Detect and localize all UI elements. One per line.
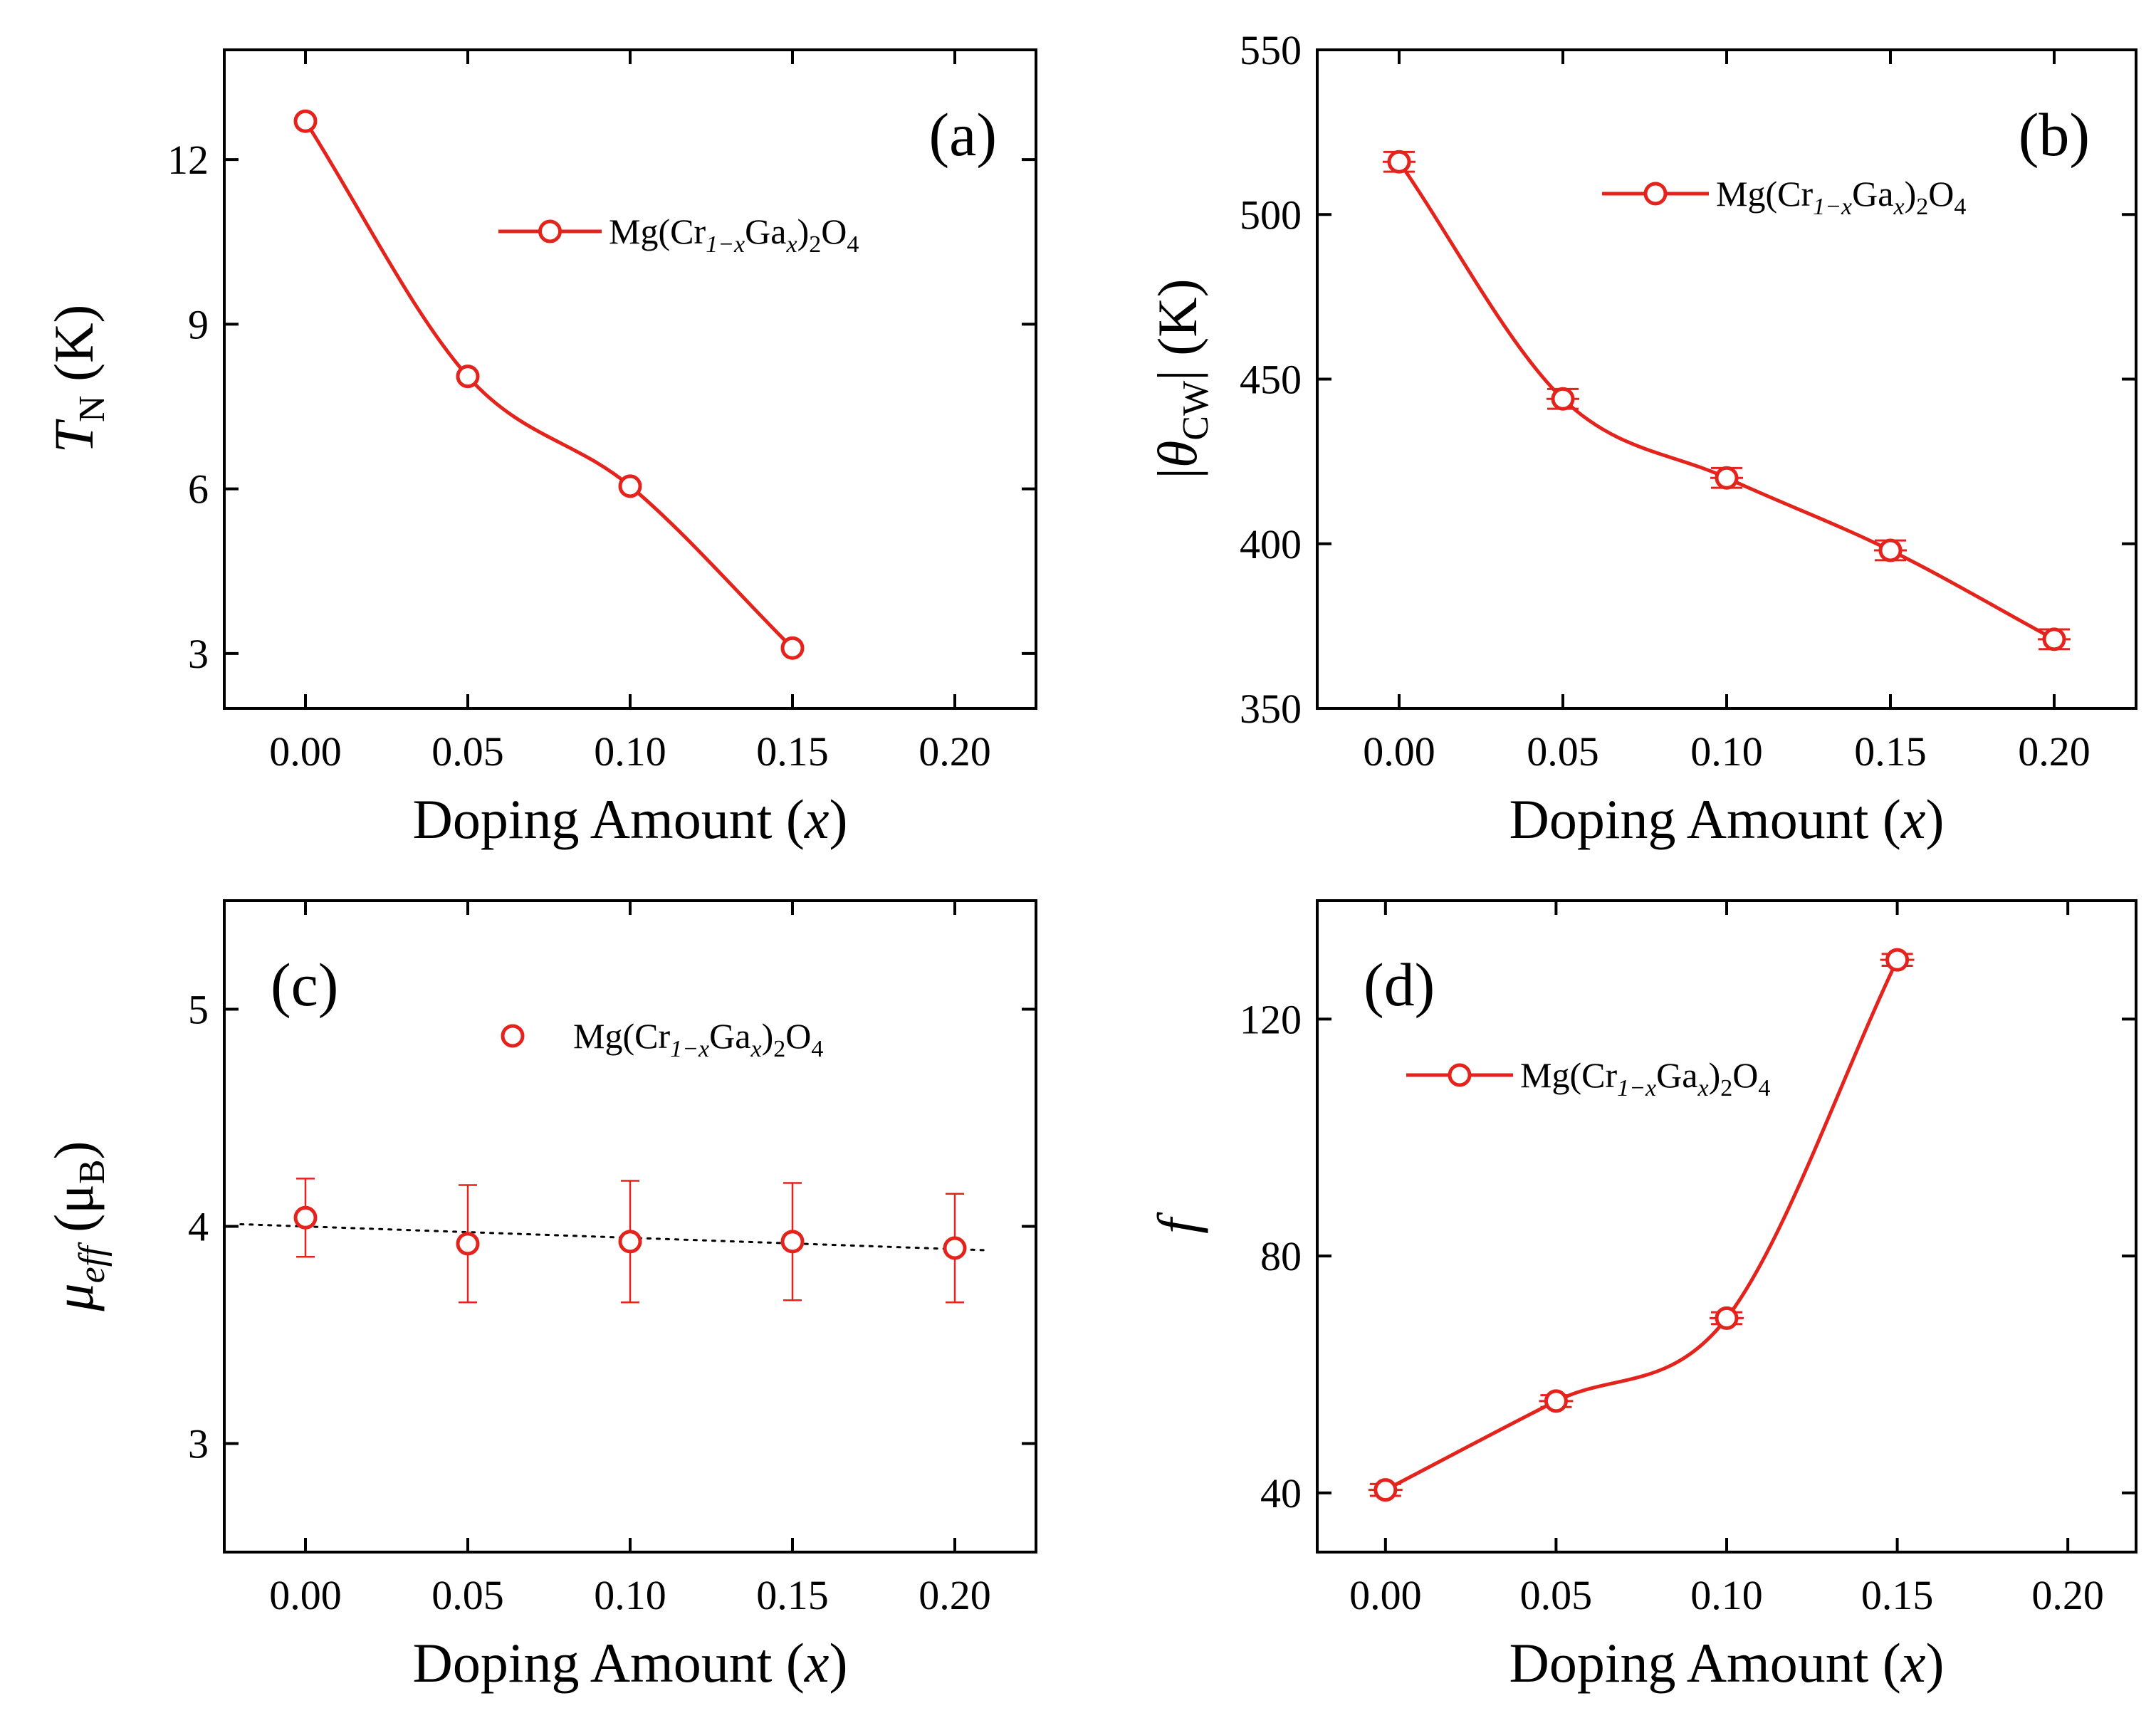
- data-point: [456, 1232, 480, 1256]
- x-tick-label: 0.05: [431, 728, 504, 775]
- data-point: [293, 109, 318, 133]
- y-tick-label: 4: [188, 1204, 209, 1250]
- y-tick-label: 450: [1240, 357, 1302, 403]
- x-tick-label: 0.15: [756, 1572, 829, 1618]
- chart-panel-c: 0.00 0.05 0.10 0.15 0.20 3 4 5 Doping Amount (x)…: [43, 899, 1037, 1694]
- data-point: [1544, 1389, 1568, 1413]
- x-axis-label: Doping Amount (x): [1509, 1632, 1945, 1694]
- data-point: [1387, 150, 1411, 174]
- x-tick-label: 0.05: [1520, 1572, 1593, 1618]
- y-tick-label: 120: [1240, 996, 1302, 1042]
- plot-frame: [1316, 899, 2137, 1554]
- panel-label: (c): [271, 950, 338, 1019]
- x-tick-label: 0.20: [919, 728, 991, 775]
- x-tick-label: 0.10: [1690, 1572, 1763, 1618]
- data-point: [618, 1230, 642, 1254]
- legend-marker: [1643, 182, 1668, 206]
- data-point: [1878, 538, 1903, 562]
- fit-line: [239, 1222, 989, 1252]
- legend-marker: [501, 1024, 525, 1048]
- y-axis-label: f: [1146, 1212, 1208, 1234]
- data-point: [1551, 387, 1575, 411]
- legend-label: Mg(Cr1−xGax)2O4: [1520, 1055, 1770, 1101]
- plot-frame: [1316, 48, 2137, 710]
- y-tick-label: 80: [1260, 1233, 1302, 1279]
- legend-marker: [538, 219, 562, 243]
- x-tick-label: 0.20: [2018, 728, 2090, 775]
- data-point: [1715, 466, 1739, 490]
- y-axis-label: |θCW| (K): [1146, 278, 1216, 478]
- legend-label: Mg(Cr1−xGax)2O4: [609, 211, 859, 258]
- legend-label: Mg(Cr1−xGax)2O4: [573, 1016, 823, 1062]
- x-tick-label: 0.10: [1690, 728, 1763, 775]
- x-tick-label: 0.15: [756, 728, 829, 775]
- x-tick-label: 0.05: [431, 1572, 504, 1618]
- x-axis-label: Doping Amount (x): [413, 788, 848, 850]
- y-axis-label: TN (K): [43, 305, 112, 454]
- y-tick-label: 3: [188, 631, 209, 677]
- x-axis-label: Doping Amount (x): [1509, 788, 1945, 850]
- chart-panel-b: 0.00 0.05 0.10 0.15 0.20 350 400 450 500 550 Dopin…: [1146, 27, 2137, 850]
- legend: Mg(Cr1−xGax)2O4: [1406, 1055, 1770, 1101]
- data-point: [780, 1230, 805, 1254]
- x-tick-label: 0.20: [2031, 1572, 2104, 1618]
- y-tick-label: 5: [188, 987, 209, 1033]
- data-point: [1373, 1478, 1398, 1502]
- y-tick-label: 12: [167, 137, 209, 183]
- chart-panel-a: 0.00 0.05 0.10 0.15 0.20 3 6 9 12 Doping Amount (…: [43, 48, 1037, 850]
- x-tick-label: 0.10: [594, 1572, 666, 1618]
- x-tick-label: 0.00: [1349, 1572, 1422, 1618]
- data-point: [618, 474, 642, 498]
- y-tick-label: 500: [1240, 192, 1302, 238]
- series-line: [303, 120, 794, 649]
- x-tick-label: 0.10: [594, 728, 666, 775]
- legend: Mg(Cr1−xGax)2O4: [498, 211, 859, 258]
- legend: Mg(Cr1−xGax)2O4: [501, 1016, 823, 1062]
- y-tick-label: 40: [1260, 1470, 1302, 1516]
- data-point: [1885, 948, 1910, 972]
- y-tick-label: 3: [188, 1421, 209, 1467]
- y-tick-label: 550: [1240, 27, 1302, 73]
- legend-label: Mg(Cr1−xGax)2O4: [1716, 174, 1966, 220]
- series-line: [1397, 160, 2056, 641]
- data-point: [2042, 627, 2066, 651]
- x-tick-label: 0.20: [919, 1572, 991, 1618]
- y-axis-label: μeff (μB): [43, 1141, 112, 1311]
- legend: Mg(Cr1−xGax)2O4: [1602, 174, 1966, 220]
- panel-label: (b): [2019, 100, 2090, 169]
- data-point: [1715, 1306, 1739, 1330]
- data-point: [780, 636, 805, 660]
- data-point: [293, 1205, 318, 1230]
- y-tick-label: 350: [1240, 686, 1302, 732]
- x-tick-label: 0.15: [1861, 1572, 1934, 1618]
- plot-frame: [223, 48, 1037, 710]
- x-axis-label: Doping Amount (x): [413, 1632, 848, 1694]
- legend-marker: [1448, 1063, 1472, 1087]
- x-tick-label: 0.05: [1527, 728, 1599, 775]
- series-line: [1384, 959, 1899, 1492]
- data-point: [943, 1236, 967, 1260]
- x-tick-label: 0.00: [269, 1572, 342, 1618]
- x-tick-label: 0.15: [1854, 728, 1927, 775]
- panel-label: (d): [1364, 950, 1435, 1019]
- chart-panel-d: 0.00 0.05 0.10 0.15 0.20 40 80 120 Doping Amount…: [1146, 899, 2137, 1694]
- x-tick-label: 0.00: [1363, 728, 1435, 775]
- data-point: [456, 365, 480, 389]
- y-tick-label: 6: [188, 466, 209, 513]
- y-tick-label: 400: [1240, 521, 1302, 567]
- y-tick-label: 9: [188, 301, 209, 347]
- x-tick-label: 0.00: [269, 728, 342, 775]
- panel-label: (a): [929, 100, 997, 169]
